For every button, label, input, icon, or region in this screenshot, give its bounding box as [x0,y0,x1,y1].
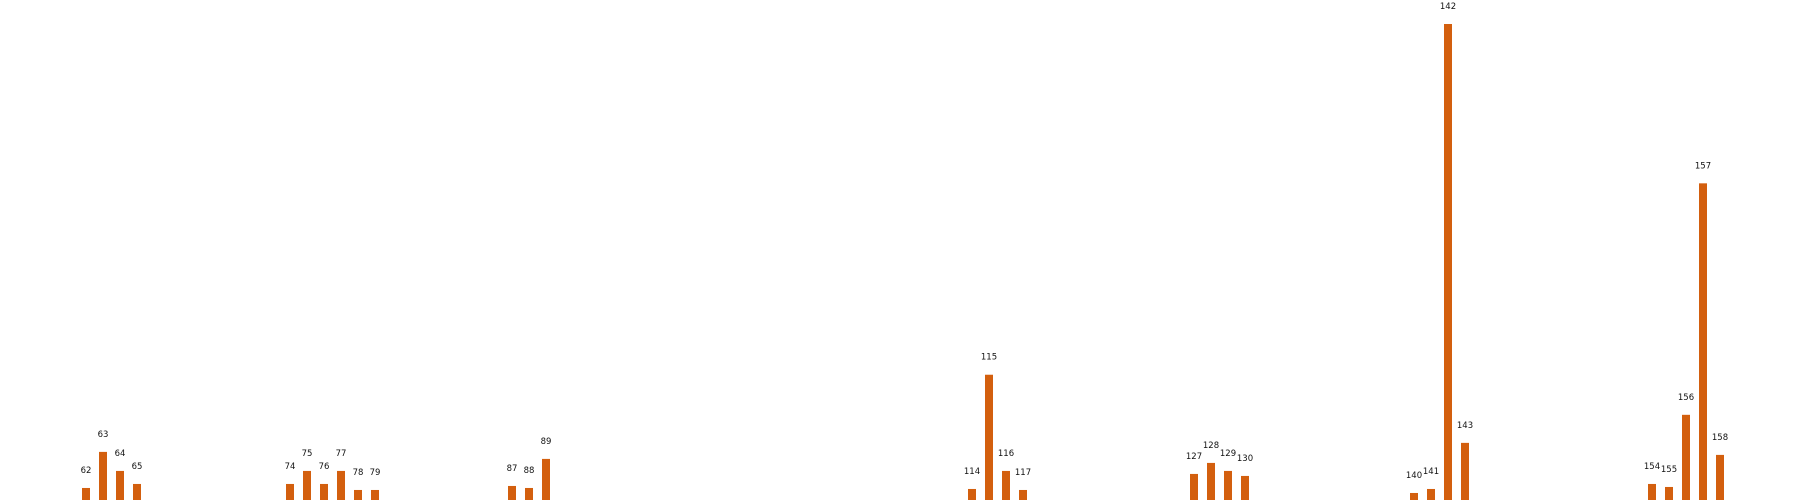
bar-129 [1224,470,1232,500]
bars-layer [82,24,1724,500]
bar-143 [1461,442,1469,500]
bar-63 [99,451,107,500]
bar-label-143: 143 [1457,421,1473,431]
bar-77 [337,470,345,500]
bar-label-64: 64 [115,449,126,459]
bar-75 [303,470,311,500]
bar-label-88: 88 [524,466,535,476]
bar-157 [1699,183,1707,500]
bar-label-158: 158 [1712,433,1728,443]
bar-154 [1648,483,1656,500]
bar-label-128: 128 [1203,441,1219,451]
bar-label-79: 79 [370,468,381,478]
bar-label-156: 156 [1678,393,1694,403]
bar-label-78: 78 [353,468,364,478]
bar-155 [1665,486,1673,500]
bar-label-76: 76 [319,462,330,472]
bar-label-127: 127 [1186,452,1202,462]
bar-142 [1444,24,1452,500]
bar-156 [1682,414,1690,500]
bar-130 [1241,475,1249,500]
bar-88 [525,487,533,500]
bar-label-141: 141 [1423,467,1439,477]
bar-115 [985,374,993,500]
bar-158 [1716,454,1724,500]
bar-label-77: 77 [336,449,347,459]
bar-74 [286,483,294,500]
bar-label-154: 154 [1644,462,1660,472]
bar-label-74: 74 [285,462,296,472]
bar-127 [1190,473,1198,500]
bar-label-117: 117 [1015,468,1031,478]
bar-116 [1002,470,1010,500]
bar-141 [1427,488,1435,500]
bar-65 [133,483,141,500]
bar-label-116: 116 [998,449,1014,459]
bar-114 [968,488,976,500]
bar-89 [542,458,550,500]
bar-76 [320,483,328,500]
bar-117 [1019,489,1027,500]
bar-78 [354,489,362,500]
bar-label-157: 157 [1695,161,1711,171]
bar-label-155: 155 [1661,465,1677,475]
bar-label-115: 115 [981,353,997,363]
bar-label-65: 65 [132,462,143,472]
bar-label-89: 89 [541,437,552,447]
bar-label-75: 75 [302,449,313,459]
bar-label-114: 114 [964,467,980,477]
bar-87 [508,485,516,500]
bar-label-63: 63 [98,430,109,440]
bar-128 [1207,462,1215,500]
bar-64 [116,470,124,500]
bar-label-130: 130 [1237,454,1253,464]
bar-label-142: 142 [1440,2,1456,12]
bar-140 [1410,492,1418,500]
bar-label-129: 129 [1220,449,1236,459]
bar-label-140: 140 [1406,471,1422,481]
bar-label-62: 62 [81,466,92,476]
bar-79 [371,489,379,500]
bar-label-87: 87 [507,464,518,474]
bar-62 [82,487,90,500]
